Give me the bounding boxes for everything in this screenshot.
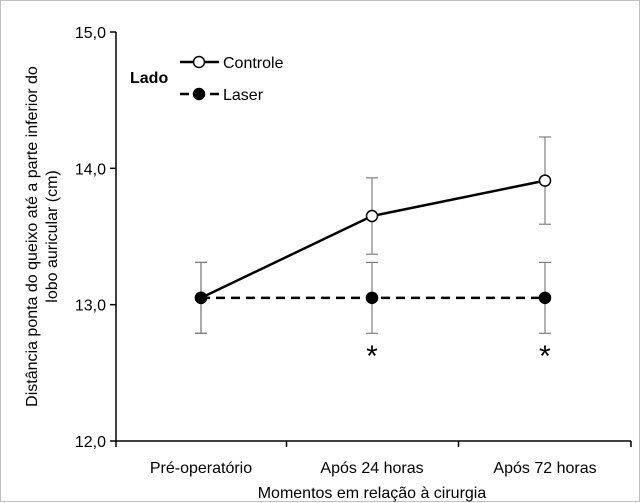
data-point-laser — [194, 291, 208, 305]
significance-asterisk: * — [539, 340, 551, 373]
data-point-laser — [538, 291, 552, 305]
y-tick-label: 12,0 — [75, 434, 106, 451]
y-tick-label: 13,0 — [75, 298, 106, 315]
data-point-laser — [365, 291, 379, 305]
legend-label-laser: Laser — [223, 87, 264, 104]
y-tick-label: 15,0 — [75, 25, 106, 42]
y-axis-title-line: lobo auricular (cm) — [44, 170, 61, 302]
series-line-controle — [200, 179, 546, 299]
x-tick-label: Pré-operatório — [150, 460, 252, 477]
data-point-controle — [365, 209, 379, 223]
x-tick-label: Após 24 horas — [320, 460, 423, 477]
legend-marker-controle — [192, 55, 206, 69]
significance-asterisk: * — [366, 340, 378, 373]
legend-title: Lado — [130, 70, 168, 87]
legend-label-controle: Controle — [223, 55, 284, 72]
x-tick-label: Após 72 horas — [493, 460, 596, 477]
y-axis-title-line: Distância ponta do queixo até a parte in… — [24, 66, 41, 407]
x-axis-title: Momentos em relação à cirurgia — [258, 485, 487, 502]
y-tick-label: 14,0 — [75, 161, 106, 178]
legend-marker-laser — [192, 87, 206, 101]
data-point-controle — [538, 174, 552, 187]
